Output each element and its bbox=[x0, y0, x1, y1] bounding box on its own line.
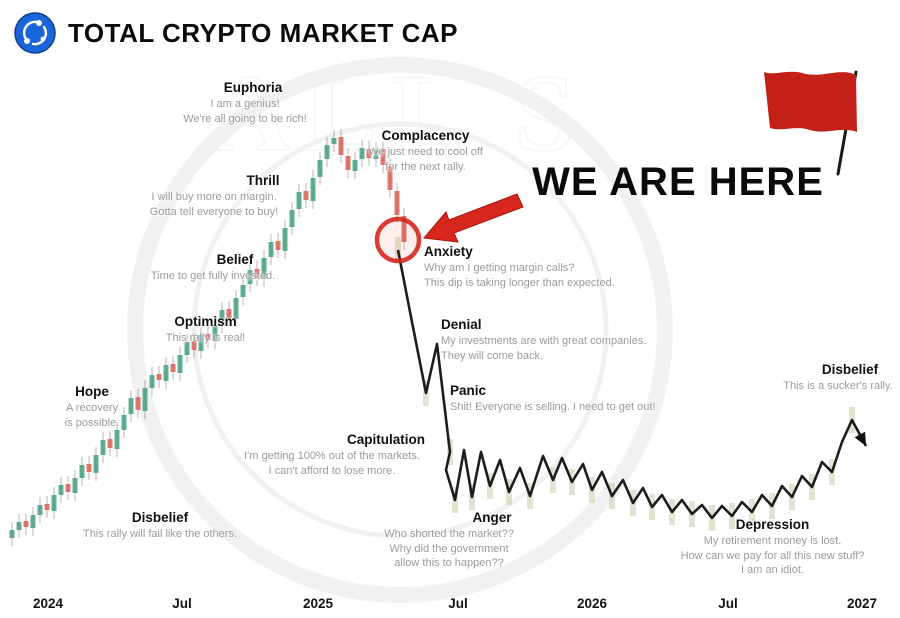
phase-quote: We just need to cool off for the next ra… bbox=[368, 146, 483, 173]
red-flag-icon bbox=[764, 70, 858, 176]
here-marker-circle bbox=[374, 216, 422, 264]
phase-name: Panic bbox=[450, 383, 487, 398]
phase-quote: This rally will fail like the others. bbox=[82, 528, 238, 540]
phase-quote: Why am I getting margin calls? This dip … bbox=[424, 262, 615, 289]
phase-quote: A recovery is possible. bbox=[64, 402, 120, 429]
x-axis-label: Jul bbox=[172, 596, 192, 611]
phase-quote: Who shorted the market?? Why did the gov… bbox=[384, 528, 514, 570]
phase-name: Anger bbox=[472, 510, 512, 525]
we-are-here-label: WE ARE HERE bbox=[532, 160, 824, 204]
phase-euphoria: Euphoria I am a genius! We're all going … bbox=[155, 80, 335, 126]
phase-disbelief-start: Disbelief This rally will fail like the … bbox=[50, 510, 270, 542]
phase-anxiety: Anxiety Why am I getting margin calls? T… bbox=[424, 244, 639, 290]
phase-name: Hope bbox=[75, 384, 109, 399]
x-axis-label: 2027 bbox=[846, 596, 878, 611]
phase-panic: Panic Shit! Everyone is selling. I need … bbox=[450, 383, 720, 415]
x-axis-label: Jul bbox=[718, 596, 738, 611]
phase-quote: Time to get fully invested. bbox=[150, 270, 276, 282]
phase-disbelief-end: Disbelief This is a sucker's rally. bbox=[740, 362, 900, 394]
phase-quote: My investments are with great companies.… bbox=[441, 335, 647, 362]
phase-complacency: Complacency We just need to cool off for… bbox=[338, 128, 513, 174]
phase-optimism: Optimism This rally is real! bbox=[128, 314, 283, 346]
phase-quote: This rally is real! bbox=[165, 332, 246, 344]
x-axis-label: 2026 bbox=[576, 596, 608, 611]
phase-name: Optimism bbox=[174, 314, 237, 329]
phase-name: Euphoria bbox=[223, 80, 283, 95]
phase-name: Disbelief bbox=[821, 362, 879, 377]
svg-text:ALL S: ALL S bbox=[211, 52, 590, 174]
x-axis-label: Jul bbox=[448, 596, 468, 611]
phase-name: Denial bbox=[441, 317, 482, 332]
phase-thrill: Thrill I will buy more on margin. Gotta … bbox=[128, 173, 300, 219]
red-arrow-icon bbox=[423, 193, 524, 243]
phase-name: Capitulation bbox=[347, 432, 425, 447]
phase-quote: I am a genius! We're all going to be ric… bbox=[183, 98, 307, 125]
phase-belief: Belief Time to get fully invested. bbox=[118, 252, 308, 284]
phase-quote: This is a sucker's rally. bbox=[783, 380, 893, 392]
x-axis-label: 2025 bbox=[302, 596, 334, 611]
phase-name: Disbelief bbox=[131, 510, 189, 525]
x-axis-label: 2024 bbox=[32, 596, 64, 611]
phase-hope: Hope A recovery is possible. bbox=[36, 384, 148, 430]
phase-name: Thrill bbox=[246, 173, 280, 188]
phase-quote: Shit! Everyone is selling. I need to get… bbox=[450, 401, 656, 413]
watermark-coin: ALL S bbox=[127, 51, 673, 603]
page-title: TOTAL CRYPTO MARKET CAP bbox=[68, 17, 458, 48]
phase-quote: I'm getting 100% out of the markets. I c… bbox=[244, 450, 420, 477]
crypto-logo-icon bbox=[14, 12, 56, 54]
phase-name: Anxiety bbox=[424, 244, 473, 259]
header: TOTAL CRYPTO MARKET CAP bbox=[14, 12, 458, 54]
phase-depression: Depression My retirement money is lost. … bbox=[660, 517, 885, 578]
phase-anger: Anger Who shorted the market?? Why did t… bbox=[338, 510, 560, 571]
phase-quote: My retirement money is lost. How can we … bbox=[680, 535, 865, 577]
phase-denial: Denial My investments are with great com… bbox=[441, 317, 676, 363]
phase-capitulation: Capitulation I'm getting 100% out of the… bbox=[222, 432, 442, 478]
phase-name: Depression bbox=[735, 517, 810, 532]
phase-name: Complacency bbox=[381, 128, 470, 143]
phase-name: Belief bbox=[216, 252, 254, 267]
phase-quote: I will buy more on margin. Gotta tell ev… bbox=[149, 191, 279, 218]
